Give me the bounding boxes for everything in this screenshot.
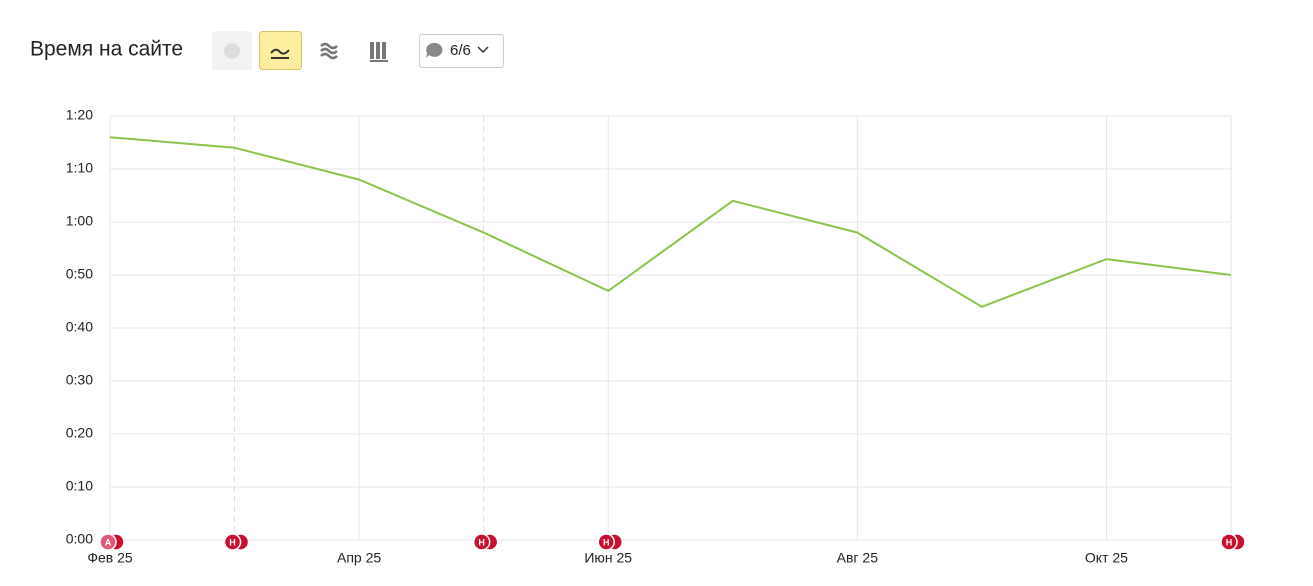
comments-button[interactable] xyxy=(419,34,504,68)
comments-count: 6/6 xyxy=(450,42,471,59)
title: Время на сайте xyxy=(30,38,183,61)
y-tick-label: 0:10 xyxy=(66,478,93,494)
x-tick-label: Фев 25 xyxy=(87,550,133,566)
annotation-circle xyxy=(99,533,117,551)
data-line xyxy=(109,136,1232,308)
y-tick-label: 1:10 xyxy=(66,160,93,176)
annotation-marker: Н xyxy=(597,533,623,551)
annotation-label: Н xyxy=(603,537,610,547)
annotation-marker: А xyxy=(99,533,125,551)
bar-view-button[interactable] xyxy=(370,42,388,62)
x-tick-label: Окт 25 xyxy=(1085,550,1128,566)
annotation-marker: Н xyxy=(472,533,499,551)
y-tick-label: 0:50 xyxy=(66,266,93,282)
area-view-button[interactable] xyxy=(320,42,338,60)
annotation-marker: Н xyxy=(1220,533,1246,551)
y-tick-label: 1:00 xyxy=(66,213,93,229)
y-tick-label: 0:00 xyxy=(66,531,93,547)
annotation-circle xyxy=(472,533,491,551)
annotation-label: Н xyxy=(229,537,236,547)
annotation-circle xyxy=(597,533,615,551)
x-tick-label: Апр 25 xyxy=(337,550,381,566)
x-tick-label: Июн 25 xyxy=(584,550,632,566)
chevron xyxy=(477,46,489,54)
line-icon xyxy=(270,48,290,59)
y-tick-label: 0:30 xyxy=(66,372,93,388)
line-view-button[interactable] xyxy=(259,31,302,70)
x-tick-label: Авг 25 xyxy=(837,550,879,566)
y-tick-label: 0:40 xyxy=(66,319,93,335)
y-tick-label: 1:20 xyxy=(66,107,93,123)
annotation-label: Н xyxy=(478,537,485,547)
comment-icon xyxy=(426,42,443,58)
annotation-marker: Н xyxy=(223,533,250,551)
annotation-circle xyxy=(1220,533,1238,551)
annotation-label: А xyxy=(105,537,112,547)
annotation-label: Н xyxy=(1226,537,1233,547)
y-tick-label: 0:20 xyxy=(66,425,93,441)
pie-icon xyxy=(224,43,240,59)
annotation-circle xyxy=(223,533,242,551)
